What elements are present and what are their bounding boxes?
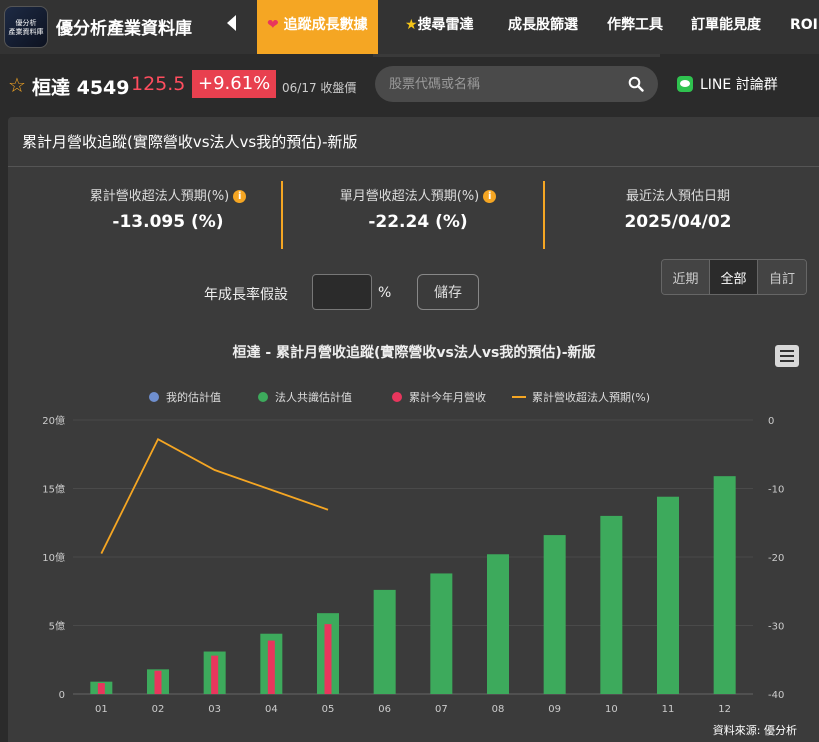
consensus-bar[interactable] <box>373 589 396 694</box>
consensus-bar[interactable] <box>487 554 509 694</box>
kpi-label: 單月營收超法人預期(%) <box>339 189 480 204</box>
brand-title[interactable]: 優分析產業資料庫 <box>56 19 192 39</box>
panel-title: 累計月營收追蹤(實際營收vs法人vs我的預估)-新版 <box>8 117 819 167</box>
consensus-bar[interactable] <box>600 515 623 694</box>
consensus-bar[interactable] <box>713 476 736 694</box>
x-tick-label: 03 <box>208 704 221 715</box>
logo-line2: 產業資料庫 <box>8 28 44 36</box>
line-group-link[interactable]: LINE 討論群 <box>700 77 778 93</box>
stock-price: 125.5 <box>131 73 186 95</box>
y-tick-label: 10億 <box>42 551 65 564</box>
legend-item-label: 我的估計值 <box>166 390 221 404</box>
percent-sign: % <box>378 285 392 301</box>
kpi-divider <box>543 181 545 249</box>
legend-item-label: 法人共識估計值 <box>275 390 352 404</box>
stock-date: 06/17 收盤價 <box>282 81 357 95</box>
legend-marker[interactable] <box>258 392 268 402</box>
y-tick-label: 20億 <box>42 414 65 427</box>
consensus-bar[interactable] <box>543 535 566 694</box>
x-tick-label: 09 <box>548 704 561 715</box>
consensus-bar[interactable] <box>430 573 453 694</box>
x-tick-label: 05 <box>322 704 335 715</box>
nav-item-screener[interactable]: 成長股篩選 <box>508 17 578 33</box>
x-tick-label: 12 <box>718 704 731 715</box>
kpi-estimate-date: 最近法人預估日期 2025/04/02 <box>558 185 798 232</box>
search-icon[interactable] <box>628 76 644 92</box>
y2-tick-label: -10 <box>768 485 784 496</box>
nav-left-arrow-icon[interactable] <box>227 15 236 31</box>
star-icon: ★ <box>405 17 418 33</box>
info-icon[interactable]: i <box>233 190 247 203</box>
kpi-value: -22.24 (%) <box>368 212 468 232</box>
growth-rate-input[interactable] <box>312 274 372 310</box>
top-nav: 優分析 產業資料庫 優分析產業資料庫 ❤ 追蹤成長數據 ★搜尋雷達 成長股篩選 … <box>0 0 819 54</box>
logo-line1: 優分析 <box>15 19 37 27</box>
nav-item-radar[interactable]: ★搜尋雷達 <box>405 0 474 54</box>
y-tick-label: 5億 <box>49 620 65 633</box>
y-tick-label: 15億 <box>42 483 65 496</box>
legend-item-label: 累計營收超法人預期(%) <box>532 390 650 404</box>
y2-tick-label: 0 <box>768 416 774 427</box>
actual-revenue-bar[interactable] <box>154 670 162 694</box>
data-source: 資料來源: 優分析 <box>712 724 797 737</box>
range-selector: 近期 全部 自訂 <box>661 259 807 295</box>
nav-item-tools[interactable]: 作弊工具 <box>607 17 663 33</box>
revenue-tracking-panel: 累計月營收追蹤(實際營收vs法人vs我的預估)-新版 累計營收超法人預期(%) i… <box>8 117 819 742</box>
x-tick-label: 02 <box>152 704 165 715</box>
kpi-divider <box>281 181 283 249</box>
x-tick-label: 10 <box>605 704 618 715</box>
stock-name: 桓達 4549 <box>32 77 130 99</box>
range-all-button[interactable]: 全部 <box>710 260 758 294</box>
search-box <box>375 66 658 102</box>
consensus-bar[interactable] <box>657 496 679 694</box>
x-tick-label: 01 <box>95 704 108 715</box>
nav-item-roi[interactable]: ROI <box>790 17 818 33</box>
y2-tick-label: -20 <box>768 553 784 564</box>
beat-expectation-line[interactable] <box>100 437 329 554</box>
stock-header: ☆ 桓達 4549 125.5 +9.61% 06/17 收盤價 LINE 討論… <box>0 57 819 113</box>
chart-title: 桓達 - 累計月營收追蹤(實際營收vs法人vs我的預估)-新版 <box>232 344 595 361</box>
favorite-star-icon[interactable]: ☆ <box>8 73 26 97</box>
x-tick-label: 07 <box>435 704 448 715</box>
y-tick-label: 0 <box>59 690 65 701</box>
x-tick-label: 06 <box>378 704 391 715</box>
growth-rate-label: 年成長率假設 <box>204 287 288 303</box>
x-tick-label: 11 <box>662 704 675 715</box>
x-tick-label: 08 <box>492 704 505 715</box>
heart-icon: ❤ <box>267 17 279 33</box>
save-button[interactable]: 儲存 <box>417 274 479 310</box>
nav-divider <box>373 54 660 57</box>
search-input[interactable] <box>389 74 619 94</box>
legend-marker[interactable] <box>149 392 159 402</box>
actual-revenue-bar[interactable] <box>267 640 275 694</box>
info-icon[interactable]: i <box>483 190 497 203</box>
legend-item-label: 累計今年月營收 <box>409 390 486 404</box>
line-icon[interactable] <box>677 76 693 92</box>
actual-revenue-bar[interactable] <box>211 655 219 694</box>
stock-change-badge: +9.61% <box>192 70 277 98</box>
kpi-label: 最近法人預估日期 <box>625 189 730 204</box>
nav-label: 追蹤成長數據 <box>283 17 368 33</box>
kpi-cumulative-beat: 累計營收超法人預期(%) i -13.095 (%) <box>48 185 288 232</box>
legend-marker[interactable] <box>392 392 402 402</box>
actual-revenue-bar[interactable] <box>324 624 332 694</box>
kpi-value: 2025/04/02 <box>624 212 732 232</box>
chart-menu-icon[interactable] <box>775 345 799 367</box>
kpi-label: 累計營收超法人預期(%) <box>89 189 230 204</box>
x-tick-label: 04 <box>265 704 278 715</box>
range-recent-button[interactable]: 近期 <box>662 260 710 294</box>
y2-tick-label: -30 <box>768 622 784 633</box>
nav-item-tracking[interactable]: ❤ 追蹤成長數據 <box>257 0 378 54</box>
y2-tick-label: -40 <box>768 690 784 701</box>
kpi-value: -13.095 (%) <box>112 212 224 232</box>
site-logo[interactable]: 優分析 產業資料庫 <box>4 6 48 48</box>
kpi-monthly-beat: 單月營收超法人預期(%) i -22.24 (%) <box>298 185 538 232</box>
nav-item-order-visibility[interactable]: 訂單能見度 <box>691 17 761 33</box>
nav-label: 搜尋雷達 <box>417 17 474 33</box>
actual-revenue-bar[interactable] <box>97 683 105 694</box>
range-custom-button[interactable]: 自訂 <box>758 260 806 294</box>
